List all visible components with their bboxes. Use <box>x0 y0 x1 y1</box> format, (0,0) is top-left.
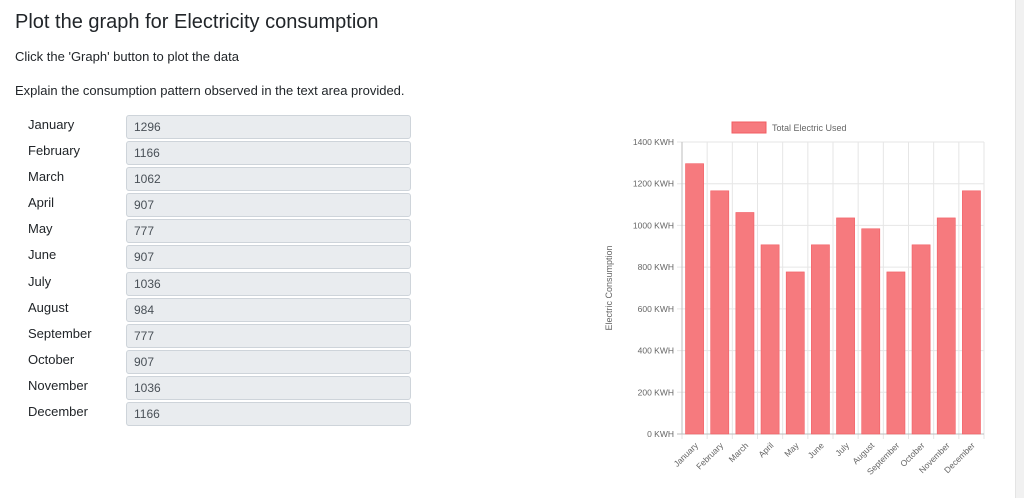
x-tick-label: April <box>756 440 775 459</box>
month-label: October <box>28 352 75 367</box>
form-row-december: December <box>28 402 418 428</box>
may-input[interactable] <box>126 219 411 243</box>
bar-july <box>836 217 855 435</box>
y-tick-label: 600 KWH <box>638 304 674 314</box>
month-label: January <box>28 117 75 132</box>
april-input[interactable] <box>126 193 411 217</box>
june-input[interactable] <box>126 245 411 269</box>
x-tick-label: June <box>806 440 826 460</box>
month-label: August <box>28 300 69 315</box>
y-tick-label: 200 KWH <box>638 387 674 397</box>
form-row-february: February <box>28 141 418 167</box>
y-tick-label: 0 KWH <box>647 429 674 439</box>
form-row-may: May <box>28 219 418 245</box>
vertical-scrollbar[interactable] <box>1015 0 1024 498</box>
form-row-august: August <box>28 298 418 324</box>
form-row-november: November <box>28 376 418 402</box>
august-input[interactable] <box>126 298 411 322</box>
x-tick-label: July <box>833 440 851 458</box>
form-row-march: March <box>28 167 418 193</box>
y-tick-label: 1400 KWH <box>633 137 674 147</box>
bar-september <box>886 271 906 435</box>
form-row-october: October <box>28 350 418 376</box>
month-label: September <box>28 326 92 341</box>
form-row-april: April <box>28 193 418 219</box>
form-row-january: January <box>28 115 418 141</box>
month-label: February <box>28 143 81 158</box>
y-axis-title: Electric Consumption <box>604 245 614 330</box>
march-input[interactable] <box>126 167 411 191</box>
x-tick-label: March <box>727 440 751 464</box>
bar-february <box>710 190 730 435</box>
month-label: April <box>28 195 55 210</box>
form-row-july: July <box>28 272 418 298</box>
bar-may <box>785 271 805 435</box>
form-row-september: September <box>28 324 418 350</box>
september-input[interactable] <box>126 324 411 348</box>
bar-june <box>811 244 830 435</box>
page-title: Plot the graph for Electricity consumpti… <box>15 11 379 33</box>
y-tick-label: 800 KWH <box>638 262 674 272</box>
month-label: November <box>28 378 88 393</box>
month-label: March <box>28 169 65 184</box>
bar-april <box>760 244 780 435</box>
october-input[interactable] <box>126 350 411 374</box>
month-label: June <box>28 247 57 262</box>
bar-december <box>962 190 981 435</box>
x-tick-label: February <box>694 440 726 472</box>
y-tick-label: 400 KWH <box>638 346 674 356</box>
explain-instruction: Explain the consumption pattern observed… <box>15 83 405 98</box>
bar-march <box>735 212 755 435</box>
consumption-chart: 0 KWH 200 KWH 400 KWH 600 KWH 800 KWH 1000 KW… <box>604 121 985 477</box>
month-label: July <box>28 274 52 289</box>
legend-swatch <box>731 121 767 134</box>
january-input[interactable] <box>126 115 411 139</box>
graph-instruction: Click the 'Graph' button to plot the dat… <box>15 49 239 64</box>
february-input[interactable] <box>126 141 411 165</box>
y-tick-label: 1000 KWH <box>633 220 674 230</box>
bar-november <box>936 217 956 435</box>
bar-october <box>911 244 931 435</box>
bar-january <box>685 163 704 435</box>
month-label: May <box>28 221 53 236</box>
y-tick-label: 1200 KWH <box>633 179 674 189</box>
december-input[interactable] <box>126 402 411 426</box>
month-label: December <box>28 404 88 419</box>
bar-august <box>861 228 881 435</box>
november-input[interactable] <box>126 376 411 400</box>
x-tick-label: May <box>782 440 801 459</box>
july-input[interactable] <box>126 272 411 296</box>
form-row-june: June <box>28 245 418 271</box>
legend-label: Total Electric Used <box>772 123 847 133</box>
